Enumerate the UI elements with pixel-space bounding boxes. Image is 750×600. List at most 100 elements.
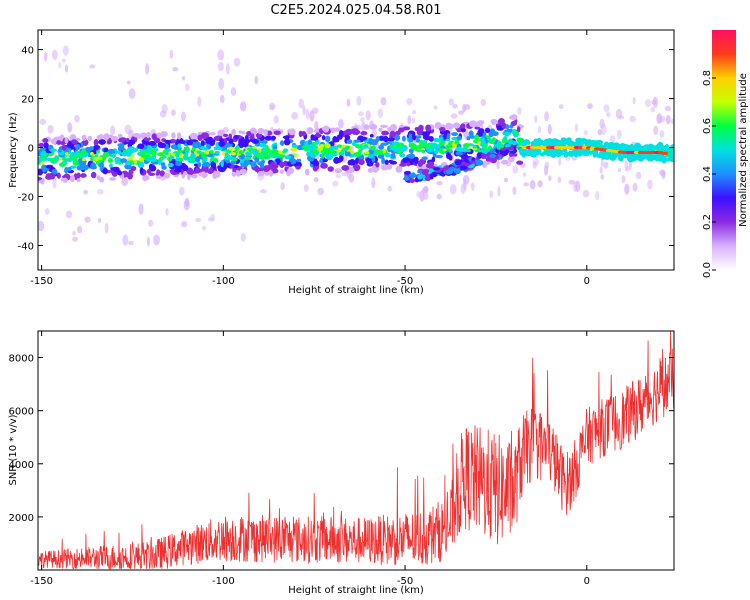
spectrogram-cell [618, 157, 623, 161]
spectrogram-cell [380, 124, 389, 129]
spectrogram-cell [407, 153, 415, 159]
spectrogram-cell [275, 158, 281, 163]
snr-y-tick-label: 6000 [9, 407, 34, 418]
spectrogram-cell [421, 131, 430, 137]
spectrogram-cell [84, 216, 91, 223]
spectrogram-cell [477, 153, 482, 159]
spectrogram-cell [282, 135, 290, 140]
spectrogram-cell [345, 151, 352, 157]
spectrogram-cell [456, 135, 462, 141]
spectrogram-cell [58, 62, 62, 69]
spectrogram-cell [121, 151, 128, 157]
spectrogram-cell [462, 143, 470, 149]
spectrogram-cell [47, 153, 54, 157]
spectrogram-cell [210, 156, 215, 161]
spectrogram-cell [573, 150, 579, 158]
spectrogram-cell [664, 105, 671, 112]
spectrogram-cell [191, 147, 196, 152]
spectrogram-cell [511, 140, 518, 146]
spectrogram-cell [659, 169, 666, 176]
spectrogram-cell [330, 127, 336, 134]
spectrogram-cell [187, 173, 191, 181]
spectrogram-cell [89, 64, 96, 69]
spectrogram-cell [446, 133, 451, 140]
spectrogram-cell [504, 133, 509, 137]
spectrogram-cell [317, 187, 325, 196]
spectrogram-cell [41, 165, 47, 173]
spectrogram-cell [449, 184, 457, 195]
spectrogram-cell [252, 139, 259, 144]
spectrogram-cell [270, 135, 277, 141]
spectrogram-cell [224, 152, 229, 158]
spectrogram-cell [647, 179, 653, 190]
spectrogram-cell [516, 160, 524, 165]
spectrogram-cell [85, 146, 92, 152]
spectrogram-cell [454, 168, 461, 175]
spectrogram-cell [377, 108, 384, 118]
spectrogram-cell [128, 169, 134, 175]
spectrogram-cell [264, 148, 270, 154]
spectrogram-cell [195, 218, 202, 223]
spectrogram-cell [468, 160, 477, 164]
spectrogram-cell [345, 128, 353, 135]
spectrogram-cell [497, 185, 501, 197]
spectrogram-cell [421, 156, 428, 161]
spectrogram-cell [497, 118, 505, 125]
spectrogram-cell [401, 135, 406, 142]
spectrogram-cell [164, 139, 172, 144]
spectrogram-cell [175, 157, 181, 161]
spectrogram-cell [482, 146, 487, 150]
spectrogram-cell [43, 157, 48, 161]
spectrogram-cell [668, 154, 674, 161]
spectrogram-cell [106, 139, 112, 145]
spectrogram-cell [181, 221, 188, 228]
spectrogram-x-tick-label: 0 [584, 276, 590, 287]
spectrogram-cell [111, 170, 118, 177]
spectrogram-cell [169, 49, 174, 59]
spectrogram-cell [217, 61, 224, 72]
spectrogram-cell [271, 149, 278, 154]
spectrogram-cell [558, 104, 564, 110]
spectrogram-cell [532, 161, 537, 169]
spectrogram-cell [43, 142, 49, 149]
spectrogram-cell [408, 173, 417, 179]
spectrogram-cell [338, 118, 344, 129]
spectrogram-cell [406, 161, 411, 167]
spectrogram-cell [231, 128, 237, 136]
spectrogram-cell [598, 142, 603, 147]
spectrogram-cell [415, 138, 421, 143]
spectrogram-cell [264, 145, 269, 149]
spectrogram-cell [582, 189, 590, 198]
spectrogram-cell [67, 122, 73, 133]
spectrogram-cell [452, 103, 458, 109]
spectrogram-y-tick-label: -40 [18, 242, 34, 253]
spectrogram-cell [404, 176, 410, 181]
spectrogram-cell [569, 140, 574, 146]
snr-plot-area [38, 331, 674, 570]
spectrogram-frame [37, 29, 675, 271]
spectrogram-cell [482, 162, 487, 169]
spectrogram-cell [348, 158, 356, 166]
spectrogram-cell [119, 158, 128, 163]
spectrogram-cell [254, 75, 259, 85]
spectrogram-x-tick-label: -100 [212, 276, 235, 287]
spectrogram-cell [194, 156, 200, 162]
spectrogram-cell [548, 175, 552, 182]
spectrogram-cell [303, 184, 309, 192]
spectrogram-cell [537, 180, 543, 188]
spectrogram-cell [393, 134, 401, 141]
spectrogram-cell [49, 148, 57, 153]
spectrogram-cell [466, 136, 471, 141]
spectrogram-cell [107, 158, 113, 163]
spectrogram-cell [200, 171, 206, 176]
spectrogram-cell [436, 180, 443, 186]
spectrogram-cell [325, 148, 331, 152]
spectrogram-cell [117, 170, 123, 176]
spectrogram-cell [109, 154, 115, 158]
spectrogram-cell [630, 157, 637, 162]
spectrogram-cell [436, 193, 442, 200]
spectrogram-cell [186, 139, 193, 146]
spectrogram-cell [102, 168, 109, 175]
spectrogram-cell [603, 161, 609, 169]
spectrogram-cell [110, 125, 116, 136]
